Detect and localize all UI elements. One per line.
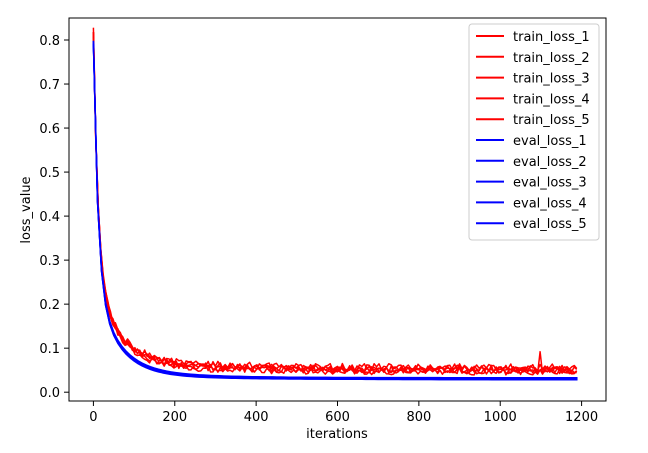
- legend-label: eval_loss_5: [513, 217, 587, 232]
- series-layer: [92, 27, 578, 381]
- y-tick-label: 0.4: [39, 210, 60, 225]
- x-axis: 0 200 400 600 800 1000 1200: [89, 401, 598, 425]
- y-tick-label: 0.3: [39, 254, 60, 269]
- y-tick-label: 0.6: [39, 122, 60, 137]
- legend-label: train_loss_1: [513, 30, 590, 45]
- y-axis-label: loss_value: [19, 176, 34, 243]
- legend-label: train_loss_5: [513, 113, 590, 128]
- legend-label: train_loss_2: [513, 51, 590, 66]
- y-tick-label: 0.0: [39, 386, 60, 401]
- x-tick-label: 0: [89, 410, 97, 425]
- legend-label: eval_loss_4: [513, 196, 587, 211]
- y-tick-label: 0.7: [39, 78, 60, 93]
- x-tick-label: 200: [162, 410, 187, 425]
- series-line-eval-loss-5: [92, 43, 578, 380]
- y-tick-label: 0.8: [39, 34, 60, 49]
- x-tick-label: 1200: [565, 410, 598, 425]
- y-tick-label: 0.2: [39, 298, 60, 313]
- x-tick-label: 600: [325, 410, 350, 425]
- x-tick-label: 1000: [484, 410, 517, 425]
- y-axis: 0.0 0.1 0.2 0.3 0.4 0.5 0.6 0.7 0.8: [39, 34, 69, 401]
- legend-label: eval_loss_2: [513, 155, 587, 170]
- legend-label: eval_loss_1: [513, 134, 587, 149]
- y-tick-label: 0.1: [39, 342, 60, 357]
- legend-label: train_loss_3: [513, 72, 590, 87]
- y-tick-label: 0.5: [39, 166, 60, 181]
- series-line-train-loss-5: [92, 32, 578, 372]
- legend-label: train_loss_4: [513, 92, 590, 107]
- legend: train_loss_1 train_loss_2 train_loss_3trai…: [468, 23, 600, 241]
- x-tick-label: 800: [406, 410, 431, 425]
- x-axis-label: iterations: [306, 427, 368, 442]
- legend-label: eval_loss_3: [513, 176, 587, 191]
- x-tick-label: 400: [244, 410, 269, 425]
